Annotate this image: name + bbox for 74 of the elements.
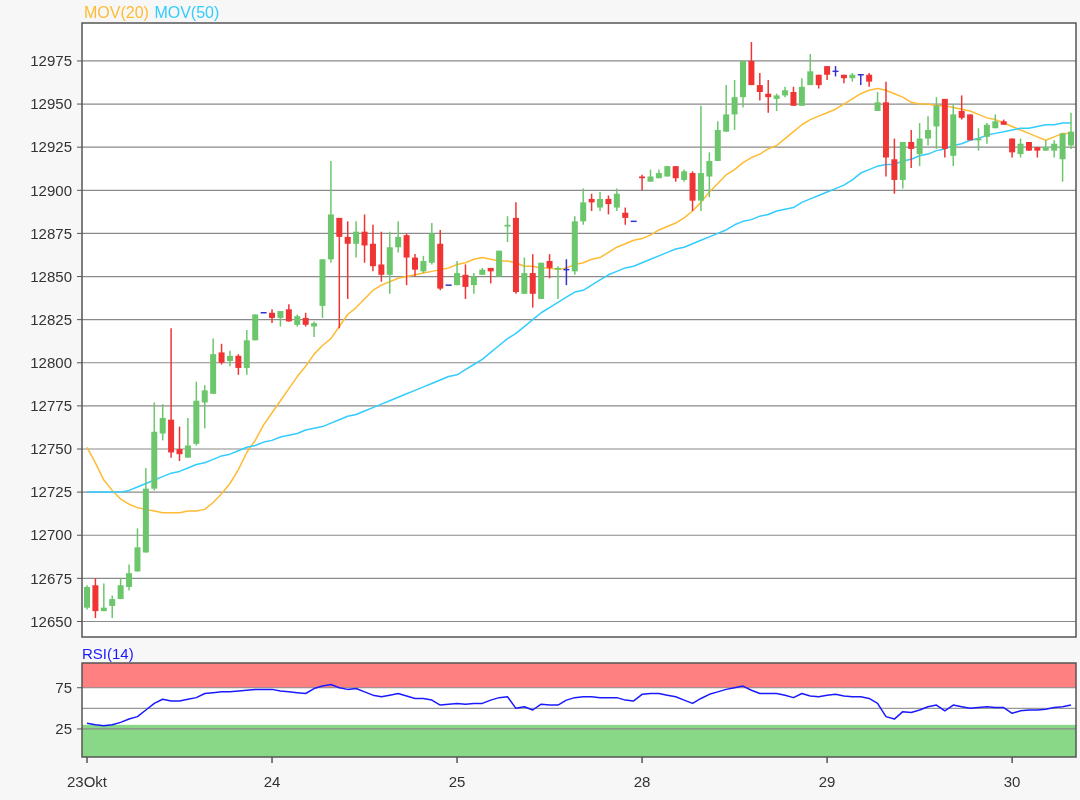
line-series <box>86 683 1072 727</box>
candlestick <box>529 253 536 309</box>
y-tick-label: 12775 <box>30 397 72 415</box>
candlestick <box>521 256 528 295</box>
y-tick-label: 12725 <box>30 483 72 501</box>
candlestick <box>1068 111 1074 150</box>
candlestick <box>1017 137 1024 159</box>
candlestick <box>807 53 814 86</box>
candlestick <box>916 122 923 167</box>
candlestick <box>403 232 410 286</box>
candlestick <box>201 384 208 430</box>
y-tick-label: 12900 <box>30 181 72 199</box>
candlestick <box>353 220 360 259</box>
candlestick <box>109 594 116 619</box>
y-tick-label: 25 <box>55 720 72 738</box>
candlestick <box>554 265 561 300</box>
candlestick <box>126 563 133 592</box>
x-tick-label: 28 <box>633 773 651 790</box>
candlestick <box>756 72 763 102</box>
candlestick <box>184 417 191 459</box>
x-tick-label: 23Okt <box>66 773 108 790</box>
x-tick-label: 24 <box>263 773 281 790</box>
y-tick-label: 12700 <box>30 526 72 544</box>
y-tick-label: 12875 <box>30 224 72 242</box>
y-tick-label: 12800 <box>30 354 72 372</box>
candlestick <box>731 79 738 131</box>
text: MOV(50) <box>154 4 220 21</box>
y-tick-label: 75 <box>55 678 72 696</box>
candlestick <box>84 584 90 611</box>
candlestick <box>395 220 402 254</box>
candlestick <box>933 96 940 150</box>
candlestick <box>798 77 805 107</box>
candlestick <box>361 213 368 264</box>
candlestick <box>454 260 461 286</box>
candlestick <box>580 187 587 226</box>
y-tick-label: 12650 <box>30 612 72 630</box>
candlestick <box>462 263 469 300</box>
candlestick <box>874 91 881 112</box>
y-tick-label: 12825 <box>30 310 72 328</box>
candlestick <box>546 253 553 280</box>
candlestick <box>369 224 376 273</box>
candlestick <box>470 272 477 295</box>
candlestick <box>412 253 418 278</box>
candlestick <box>605 194 612 216</box>
y-tick-label: 12750 <box>30 440 72 458</box>
candlestick <box>723 84 730 133</box>
y-tick-label: 12950 <box>30 95 72 113</box>
candlestick <box>706 151 713 198</box>
candlestick <box>176 425 183 462</box>
candlestick <box>218 343 225 366</box>
y-tick-label: 12675 <box>30 569 72 587</box>
y-tick-label: 12925 <box>30 138 72 156</box>
candlestick <box>613 187 620 212</box>
text: MOV(20) <box>84 4 149 21</box>
candlestick <box>958 94 965 121</box>
candlestick <box>925 115 932 147</box>
candlestick <box>790 86 797 107</box>
candlestick <box>235 353 242 376</box>
candlestick <box>908 129 915 169</box>
candlestick <box>159 403 166 442</box>
candlestick <box>504 215 511 243</box>
x-tick-label: 30 <box>1003 773 1021 790</box>
candlestick <box>311 320 318 338</box>
candlestick <box>891 137 898 195</box>
candlestick <box>597 191 604 212</box>
candlestick <box>336 217 343 330</box>
y-tick-label: 12975 <box>30 52 72 70</box>
chart-title: RSI(14) <box>82 645 134 662</box>
x-tick-label: 29 <box>818 773 836 790</box>
candlestick <box>983 122 990 145</box>
y-tick-label: 12850 <box>30 267 72 285</box>
candlestick <box>378 230 385 283</box>
candlestick <box>344 220 351 300</box>
x-tick-label: 25 <box>448 773 466 790</box>
